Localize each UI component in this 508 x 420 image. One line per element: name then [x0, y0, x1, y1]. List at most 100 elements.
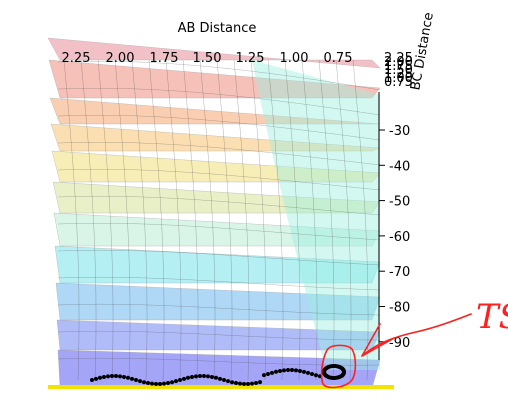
- trajectory-point: [258, 380, 262, 385]
- trajectory-point: [314, 373, 318, 378]
- surface-band-4: [50, 123, 381, 152]
- surface-band-9: [55, 282, 381, 321]
- z-tick-label: -90: [389, 336, 410, 351]
- grid-line: [352, 59, 369, 381]
- trajectory-point: [118, 374, 122, 379]
- grid-line: [267, 59, 284, 381]
- trajectory-point: [166, 381, 170, 385]
- trajectory-point: [114, 374, 118, 378]
- grid-line: [57, 142, 381, 166]
- y-tick-label: 1.75: [384, 59, 413, 74]
- surface-base: [48, 385, 394, 389]
- y-axis-ticks: 2.252.001.751.501.251.000.75: [384, 51, 413, 90]
- grid-line: [250, 59, 267, 381]
- grid-line: [63, 59, 80, 381]
- x-tick-label: 1.00: [280, 51, 309, 66]
- z-tick-label: -60: [389, 230, 410, 245]
- trajectory-point: [294, 368, 298, 373]
- trajectory-point: [186, 375, 190, 380]
- trajectory-point: [182, 376, 186, 381]
- grid-line: [57, 277, 381, 291]
- grid-line: [301, 59, 318, 381]
- trajectory-point: [266, 372, 270, 376]
- trajectory-point: [270, 370, 274, 375]
- grid-line: [148, 59, 165, 381]
- x-tick-label: 0.75: [324, 51, 353, 66]
- ts-label: TS: [476, 297, 508, 337]
- grid-line: [57, 331, 381, 341]
- trajectory-point: [94, 376, 98, 381]
- trajectory-point: [174, 379, 178, 384]
- surface-valley: [252, 60, 380, 370]
- trajectory-point: [198, 374, 202, 378]
- y-tick-label: 1.50: [384, 63, 413, 78]
- trajectory-point: [122, 375, 126, 379]
- trajectory-point: [126, 375, 130, 380]
- trajectory-point: [154, 382, 158, 386]
- reaction-trajectory: [90, 364, 346, 386]
- trajectory-point: [250, 381, 254, 386]
- trajectory-point: [146, 381, 150, 385]
- y-tick-label: 2.00: [384, 55, 413, 70]
- surface-band-5: [51, 150, 381, 183]
- grid-line: [216, 59, 233, 381]
- trajectory-point: [178, 378, 182, 382]
- potential-energy-surface: [47, 37, 394, 389]
- trajectory-point: [274, 369, 278, 374]
- grid-line: [57, 61, 381, 91]
- trajectory-point: [306, 370, 310, 375]
- trajectory-point: [262, 373, 266, 378]
- trajectory-point: [238, 381, 242, 386]
- trajectory-point: [130, 376, 134, 381]
- trajectory-point: [138, 379, 142, 384]
- trajectory-point: [286, 368, 290, 372]
- ts-annotation: TS: [320, 297, 508, 389]
- y-tick-label: 1.00: [384, 71, 413, 86]
- trajectory-point: [302, 369, 306, 374]
- x-tick-label: 2.25: [62, 51, 91, 66]
- trajectory-point: [106, 374, 110, 379]
- trajectory-point: [90, 378, 94, 382]
- surface-band-8: [54, 245, 381, 284]
- grid-line: [131, 59, 148, 381]
- trajectory-point: [290, 368, 294, 372]
- trajectory-point: [206, 374, 210, 379]
- trajectory-point: [142, 380, 146, 385]
- trajectory-point: [222, 378, 226, 382]
- ts-circle: [320, 344, 357, 389]
- z-axis: -30 -40 -50 -60 -70 -80 -90: [378, 92, 410, 360]
- trajectory-point: [310, 372, 314, 376]
- grid-line: [114, 59, 131, 381]
- z-tick-label: -30: [389, 124, 410, 139]
- surface-band-6: [52, 181, 381, 214]
- surface-band-1: [47, 37, 381, 69]
- grid-line: [57, 250, 381, 266]
- x-tick-label: 2.00: [106, 51, 135, 66]
- y-tick-label: 1.25: [384, 67, 413, 82]
- z-tick-label: -80: [389, 301, 410, 316]
- grid-line: [57, 169, 381, 191]
- grid-line: [57, 88, 381, 116]
- trajectory-point: [98, 375, 102, 380]
- trajectory-point: [194, 374, 198, 379]
- surface-band-3: [49, 97, 381, 125]
- grid-line: [57, 115, 381, 141]
- grid-line: [284, 59, 301, 381]
- x-tick-label: 1.25: [236, 51, 265, 66]
- x-tick-label: 1.75: [150, 51, 179, 66]
- trajectory-point: [150, 381, 154, 386]
- trajectory-point: [234, 381, 238, 385]
- trajectory-point: [230, 380, 234, 385]
- x-axis-ticks: 2.25 2.00 1.75 1.50 1.25 1.00 0.75: [62, 51, 353, 66]
- grid-line: [57, 196, 381, 216]
- z-tick-label: -40: [389, 159, 410, 174]
- grid-line: [80, 59, 97, 381]
- grid-line: [57, 223, 381, 241]
- x-axis: AB Distance 2.25 2.00 1.75 1.50 1.25 1.00 0.75: [62, 21, 353, 66]
- trajectory-point: [341, 371, 346, 376]
- grid-line: [165, 59, 182, 381]
- grid-line: [335, 59, 352, 381]
- y-tick-label: 0.75: [384, 75, 413, 90]
- x-axis-title: AB Distance: [178, 21, 257, 36]
- trajectory-point: [210, 375, 214, 379]
